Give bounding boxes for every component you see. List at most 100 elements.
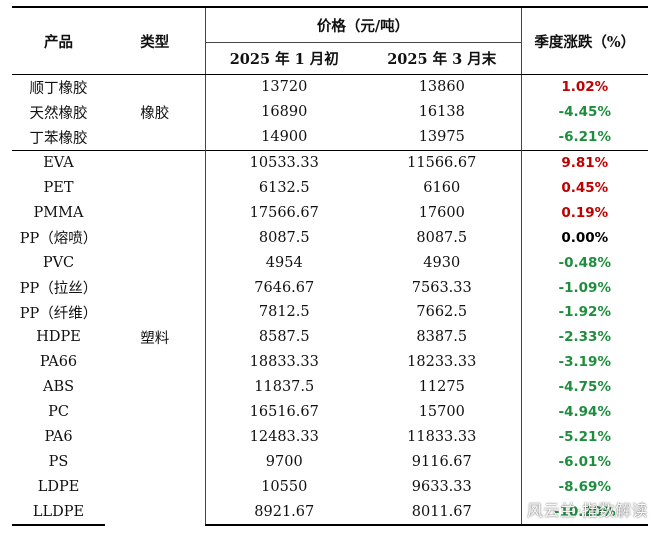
cell-product: 顺丁橡胶 xyxy=(29,80,88,97)
cell-start-price: 9700 xyxy=(204,449,363,475)
cell-end-price: 8387.5 xyxy=(416,329,468,346)
cell-start-price: 8587.5 xyxy=(204,324,363,350)
cell-start-price: 17566.67 xyxy=(204,200,363,226)
table-row: 天然橡胶 16890 16138 -4.45% xyxy=(12,99,649,125)
cell-change: -4.75% xyxy=(520,374,649,400)
cell-end-price: 7563.33 xyxy=(411,279,472,296)
cell-product: ABS xyxy=(42,379,75,396)
cell-end-price: 16138 xyxy=(418,104,465,121)
cell-change: -8.69% xyxy=(520,474,649,500)
cell-start-price: 8087.5 xyxy=(204,225,363,251)
table-row: ABS 11837.5 11275 -4.75% xyxy=(12,374,649,400)
cell-end-price: 11833.33 xyxy=(407,428,477,445)
table-row: PA66 18833.33 18233.33 -3.19% xyxy=(12,349,649,375)
cell-product: PP（熔喷） xyxy=(19,231,98,248)
header-type: 类型 xyxy=(105,6,205,75)
cell-change: -0.48% xyxy=(520,250,649,276)
cell-start-price: 11837.5 xyxy=(204,374,363,400)
header-product: 产品 xyxy=(12,6,105,75)
cell-product: HDPE xyxy=(36,329,81,346)
cell-end-price: 6160 xyxy=(423,180,461,196)
cell-start-price: 16890 xyxy=(204,99,363,125)
cell-start-price: 7812.5 xyxy=(204,300,363,325)
cell-end-price: 18233.33 xyxy=(407,354,477,371)
cell-product: EVA xyxy=(12,149,105,176)
cell-start-price: 14900 xyxy=(204,124,363,151)
cell-change: -5.21% xyxy=(520,424,649,450)
cell-product: LDPE xyxy=(37,478,80,495)
table-row: LLDPE 8921.67 8011.67 -10.20% xyxy=(12,499,649,527)
cell-end-price: 9633.33 xyxy=(411,478,472,495)
cell-start-price: 16516.67 xyxy=(204,399,363,425)
cell-product: 丁苯橡胶 xyxy=(29,130,88,147)
cell-product: PET xyxy=(43,180,74,196)
cell-start-price: 4954 xyxy=(204,250,363,276)
table-row: PVC 4954 4930 -0.48% xyxy=(12,250,649,276)
cell-product: PP（拉丝） xyxy=(19,281,98,298)
cell-change: -6.01% xyxy=(520,449,649,475)
cell-change: -4.45% xyxy=(520,99,649,125)
cell-product: PMMA xyxy=(33,204,84,221)
cell-end-price: 4930 xyxy=(423,254,461,271)
cell-change: -6.21% xyxy=(520,124,649,151)
cell-start-price: 6132.5 xyxy=(204,175,363,201)
table-row: PMMA 17566.67 17600 0.19% xyxy=(12,200,649,226)
cell-end-price: 13860 xyxy=(418,79,465,96)
cell-end-price: 17600 xyxy=(418,204,465,221)
cell-type-rubber: 橡胶 xyxy=(140,105,170,122)
cell-change: 0.45% xyxy=(520,175,649,201)
cell-change: -1.92% xyxy=(520,300,649,325)
cell-change: -1.09% xyxy=(520,275,649,301)
cell-end-price: 13975 xyxy=(418,129,465,146)
cell-end-price: 11566.67 xyxy=(363,149,522,176)
cell-change: -4.94% xyxy=(520,399,649,425)
cell-type-plastic: 塑料 xyxy=(105,149,205,526)
cell-product: PS xyxy=(48,453,69,470)
table-row: PP（熔喷） 8087.5 8087.5 0.00% xyxy=(12,225,649,251)
cell-product: PC xyxy=(48,404,69,421)
cell-start-price: 12483.33 xyxy=(204,424,363,450)
cell-change: -2.33% xyxy=(520,324,649,350)
table-row: PET 6132.5 6160 0.45% xyxy=(12,175,649,201)
watermark: 风云兰·指数解读 xyxy=(526,501,648,520)
table-row: PA6 12483.33 11833.33 -5.21% xyxy=(12,424,649,450)
table-body: 顺丁橡胶橡胶 13720 13860 1.02% 天然橡胶 16890 16138 -4.45… xyxy=(12,74,649,527)
cell-end-price: 8011.67 xyxy=(363,499,522,527)
cell-product: PVC xyxy=(42,254,75,271)
cell-product: LLDPE xyxy=(12,499,105,527)
cell-change: 9.81% xyxy=(520,149,649,176)
cell-product: PP（纤维） xyxy=(19,305,98,322)
cell-product: PA66 xyxy=(39,354,78,371)
cell-end-price: 15700 xyxy=(418,404,465,421)
cell-end-price: 8087.5 xyxy=(416,229,468,246)
price-change-table: 产品 类型 价格（元/吨） 季度涨跌（%） 2025 年 1 月初 2025 年… xyxy=(12,6,649,527)
cell-change: 0.00% xyxy=(520,225,649,251)
table-row: 顺丁橡胶橡胶 13720 13860 1.02% xyxy=(12,74,649,122)
cell-start-price: 18833.33 xyxy=(204,349,363,375)
table-row: PC 16516.67 15700 -4.94% xyxy=(12,399,649,425)
header-end-price: 2025 年 3 月末 xyxy=(363,42,522,75)
table-row: HDPE 8587.5 8387.5 -2.33% xyxy=(12,324,649,350)
table-row: 丁苯橡胶 14900 13975 -6.21% xyxy=(12,124,649,151)
cell-change: 0.19% xyxy=(520,200,649,226)
cell-start-price: 7646.67 xyxy=(204,275,363,301)
table-row: PP（纤维） 7812.5 7662.5 -1.92% xyxy=(12,300,649,325)
cell-product: 天然橡胶 xyxy=(29,105,88,122)
cell-product: PA6 xyxy=(44,428,73,445)
header-start-price: 2025 年 1 月初 xyxy=(204,42,363,75)
cell-change: 1.02% xyxy=(520,74,649,100)
cell-change: -3.19% xyxy=(520,349,649,375)
cell-start-price: 10533.33 xyxy=(204,149,363,176)
table-row: LDPE 10550 9633.33 -8.69% xyxy=(12,474,649,500)
cell-start-price: 13720 xyxy=(204,74,363,100)
table-row: PS 9700 9116.67 -6.01% xyxy=(12,449,649,475)
cell-end-price: 7662.5 xyxy=(416,304,468,321)
cell-start-price: 10550 xyxy=(204,474,363,500)
table-row: PP（拉丝） 7646.67 7563.33 -1.09% xyxy=(12,275,649,301)
cell-change: -10.20% xyxy=(520,499,649,527)
cell-start-price: 8921.67 xyxy=(204,499,363,527)
cell-end-price: 11275 xyxy=(418,379,465,396)
header-price: 价格（元/吨） xyxy=(204,6,522,43)
header-change: 季度涨跌（%） xyxy=(520,6,649,75)
table-row: EVA 塑料 10533.33 11566.67 9.81% xyxy=(12,149,649,526)
